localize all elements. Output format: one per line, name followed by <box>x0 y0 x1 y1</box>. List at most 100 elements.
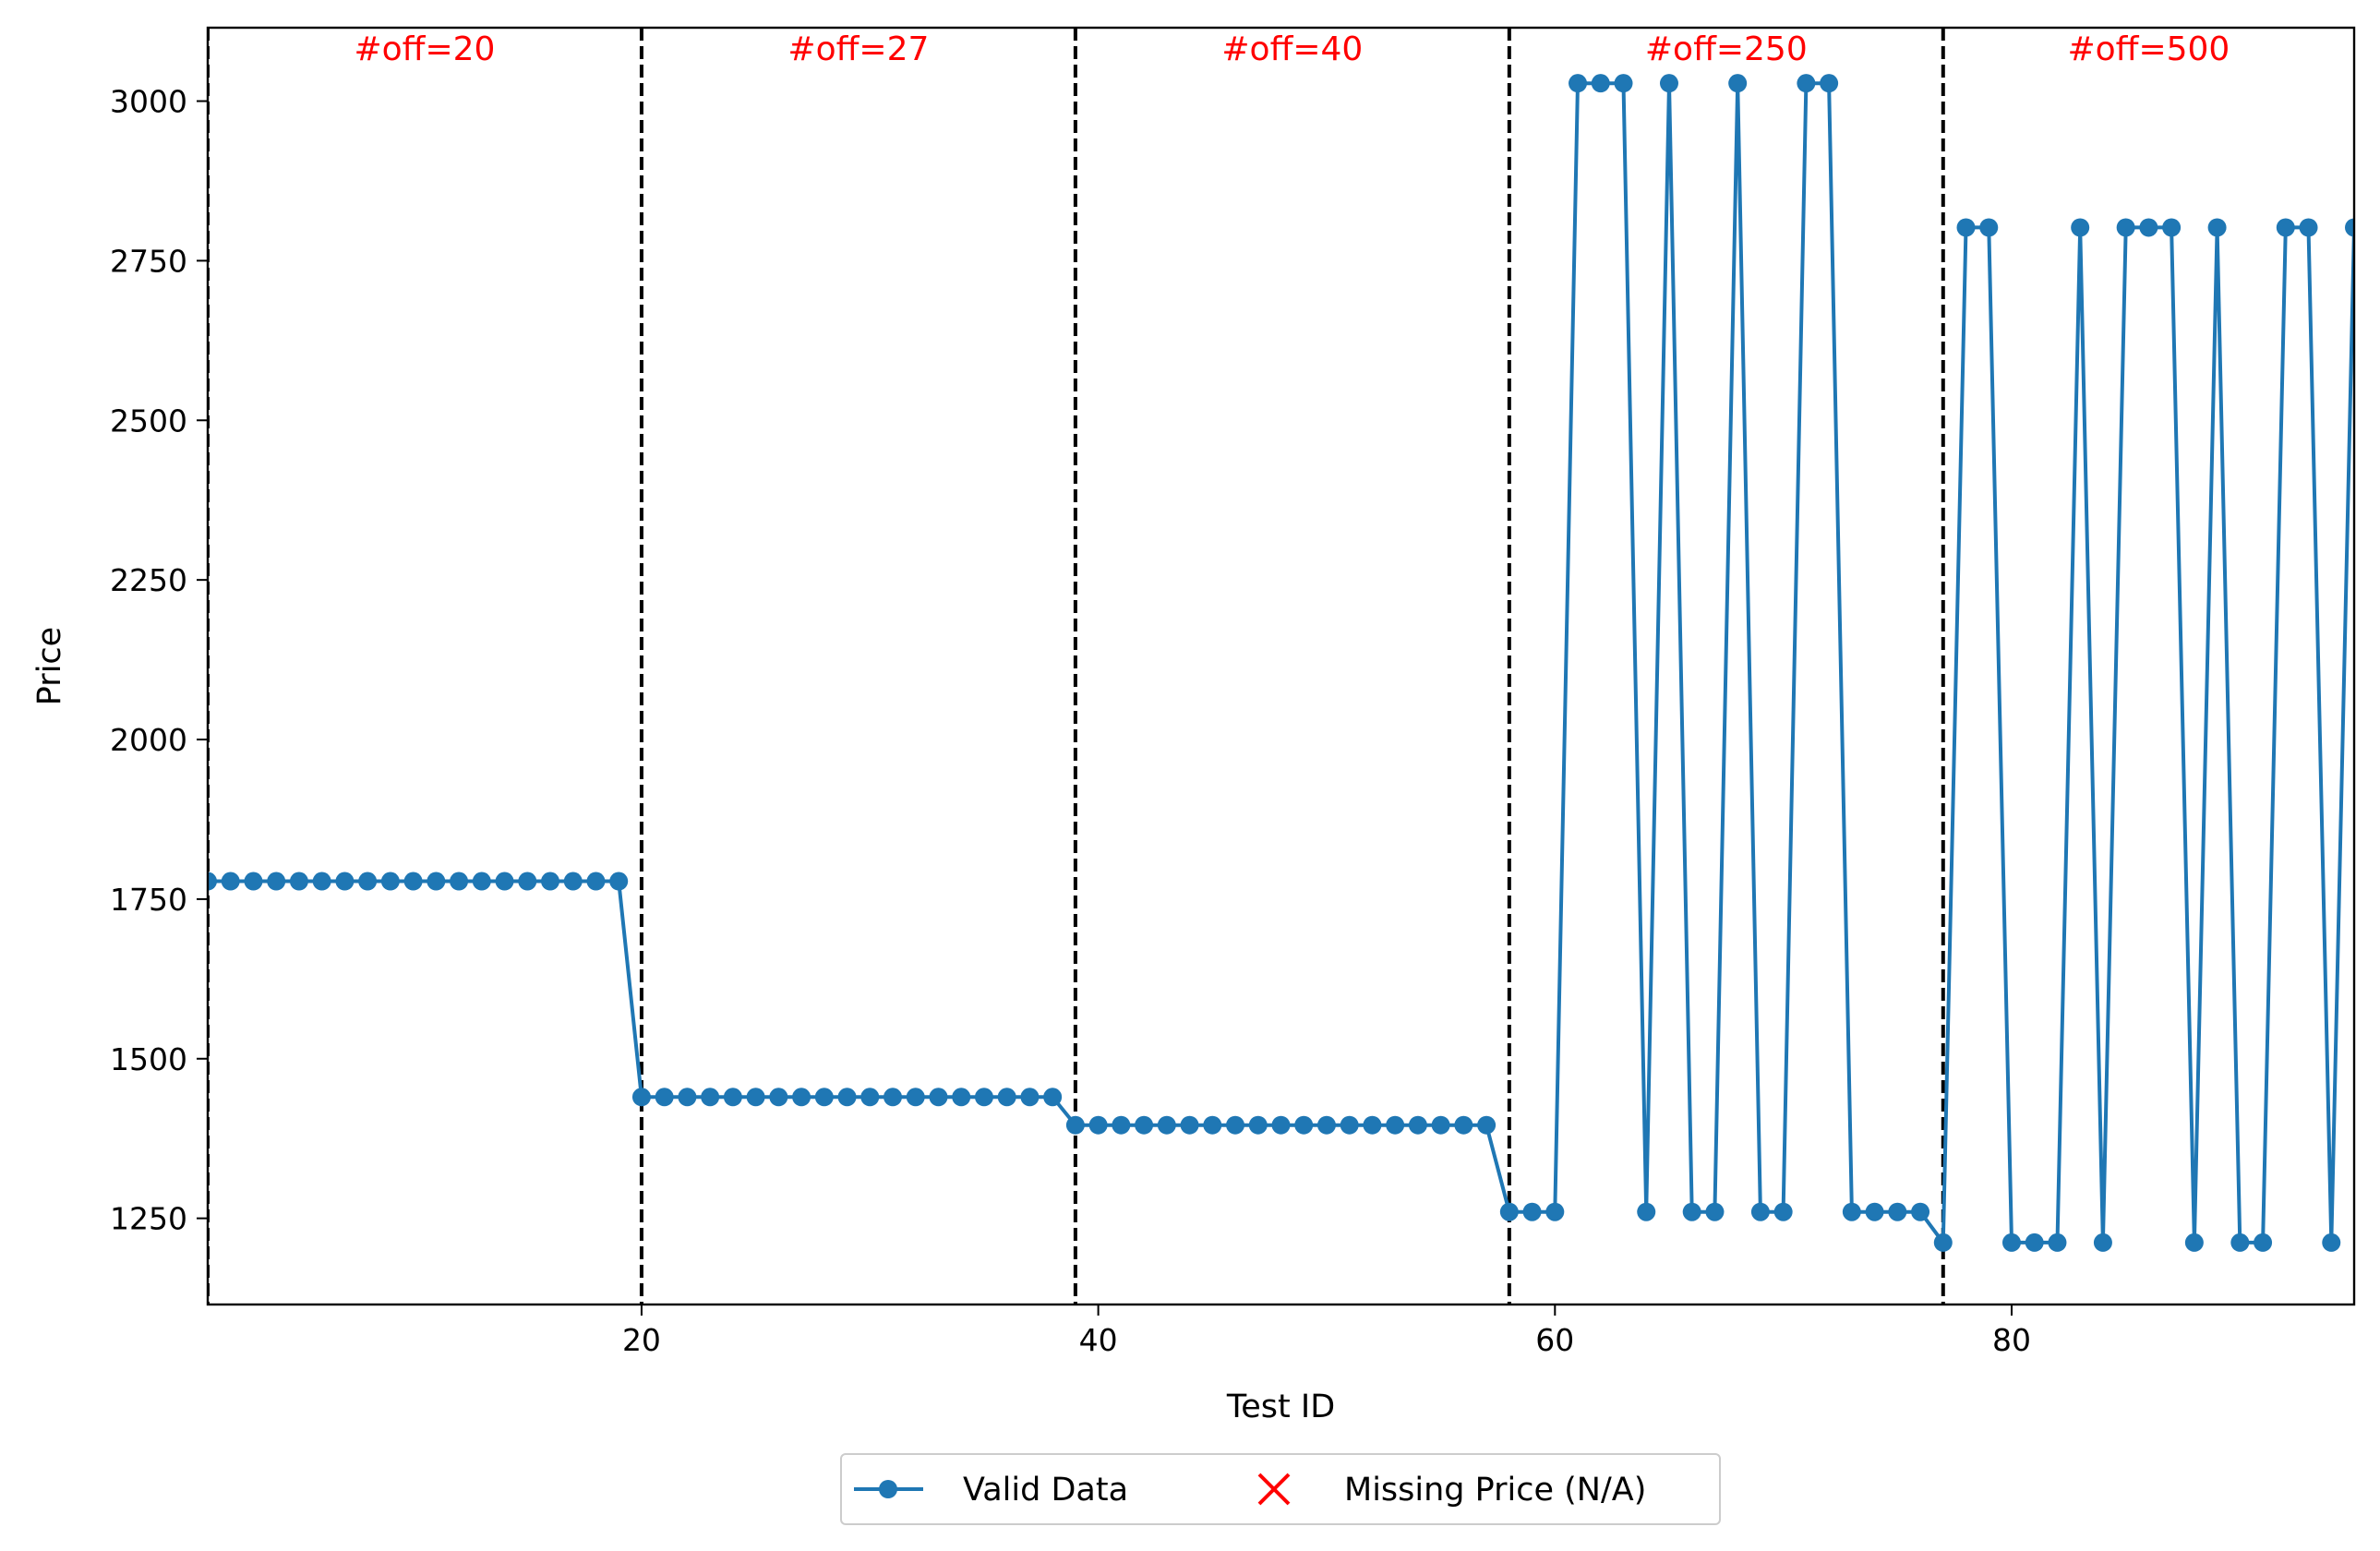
data-point <box>208 872 217 891</box>
data-point <box>1043 1088 1063 1107</box>
data-point <box>541 872 560 891</box>
data-point <box>2071 218 2090 237</box>
legend-missing-label: Missing Price (N/A) <box>1344 1472 1646 1509</box>
data-point <box>2162 218 2182 237</box>
segment-label: #off=250 <box>1645 30 1808 68</box>
data-point <box>769 1088 788 1107</box>
data-point <box>1112 1115 1131 1135</box>
data-point <box>1933 1232 1953 1252</box>
data-point <box>906 1088 925 1107</box>
x-axis-label: Test ID <box>1226 1389 1335 1425</box>
data-point <box>1135 1115 1154 1135</box>
x-tick-label: 80 <box>1992 1322 2031 1358</box>
data-point <box>952 1088 971 1107</box>
data-point <box>997 1088 1016 1107</box>
data-point <box>837 1088 857 1107</box>
legend: Valid Data Missing Price (N/A) <box>840 1453 1721 1525</box>
y-tick-label: 1250 <box>110 1201 187 1237</box>
data-point <box>1637 1202 1656 1221</box>
data-point <box>1545 1202 1565 1221</box>
data-point <box>1157 1115 1176 1135</box>
data-point <box>2299 218 2318 237</box>
data-point <box>1956 218 1976 237</box>
data-point <box>1180 1115 1199 1135</box>
data-point <box>655 1088 674 1107</box>
y-axis-label: Price <box>31 627 68 705</box>
data-point <box>586 872 606 891</box>
data-point <box>974 1088 993 1107</box>
data-point <box>1340 1115 1359 1135</box>
data-point <box>518 872 537 891</box>
data-point <box>1773 1202 1793 1221</box>
y-tick-label: 2000 <box>110 722 187 758</box>
data-point <box>472 872 491 891</box>
data-point <box>1705 1202 1725 1221</box>
data-point <box>1477 1115 1497 1135</box>
data-point <box>1226 1115 1245 1135</box>
data-point <box>1522 1202 1542 1221</box>
data-point <box>450 872 469 891</box>
data-point <box>312 872 331 891</box>
data-point <box>221 872 240 891</box>
data-point <box>1682 1202 1701 1221</box>
data-point <box>563 872 583 891</box>
legend-missing-marker <box>1257 1473 1291 1506</box>
data-point <box>1888 1202 1907 1221</box>
data-point <box>1750 1202 1770 1221</box>
data-point <box>723 1088 742 1107</box>
data-point <box>244 872 263 891</box>
data-point <box>1065 1115 1085 1135</box>
data-point <box>1865 1202 1884 1221</box>
data-point <box>1820 74 1839 93</box>
y-tick-label: 2500 <box>110 403 187 439</box>
data-point <box>495 872 514 891</box>
missing-x-stroke <box>1257 1473 1291 1506</box>
data-point <box>2139 218 2158 237</box>
data-point <box>678 1088 697 1107</box>
y-tick-label: 1500 <box>110 1041 187 1077</box>
data-point <box>1203 1115 1222 1135</box>
y-tick-label: 3000 <box>110 84 187 120</box>
segment-label: #off=500 <box>2067 30 2230 68</box>
data-point <box>1408 1115 1427 1135</box>
data-point <box>2116 218 2135 237</box>
y-axis: 1250 1500 1750 2000 2250 2500 2750 3000 <box>110 84 208 1237</box>
data-point <box>1386 1115 1405 1135</box>
data-point <box>427 872 446 891</box>
data-point <box>358 872 378 891</box>
legend-box <box>840 1453 1721 1525</box>
plot-area: #off=20 #off=27 #off=40 #off=250 #off=500 <box>208 28 2354 1305</box>
y-tick-label: 2250 <box>110 562 187 598</box>
data-point <box>1911 1202 1930 1221</box>
data-point <box>2322 1232 2341 1252</box>
data-point <box>1088 1115 1108 1135</box>
y-tick-label: 1750 <box>110 882 187 918</box>
data-point <box>1979 218 1999 237</box>
data-point <box>403 872 423 891</box>
data-point <box>1294 1115 1314 1135</box>
legend-valid-label: Valid Data <box>963 1472 1128 1509</box>
data-point <box>380 872 400 891</box>
data-point <box>1728 74 1748 93</box>
data-point <box>2207 218 2227 237</box>
data-point <box>1591 74 1610 93</box>
data-point <box>2254 1232 2273 1252</box>
data-point <box>2001 1232 2021 1252</box>
data-point <box>1797 74 1816 93</box>
plot-frame <box>206 26 2356 1306</box>
data-point <box>267 872 286 891</box>
data-point <box>1020 1088 1040 1107</box>
data-point <box>883 1088 903 1107</box>
segment-label: #off=20 <box>354 30 495 68</box>
data-point <box>1454 1115 1473 1135</box>
data-point <box>1659 74 1678 93</box>
segment-label: #off=40 <box>1221 30 1363 68</box>
data-point <box>814 1088 834 1107</box>
data-point <box>631 1088 651 1107</box>
data-point <box>1614 74 1633 93</box>
data-point <box>1316 1115 1336 1135</box>
data-point <box>1271 1115 1291 1135</box>
data-point <box>1842 1202 1861 1221</box>
data-point <box>746 1088 765 1107</box>
